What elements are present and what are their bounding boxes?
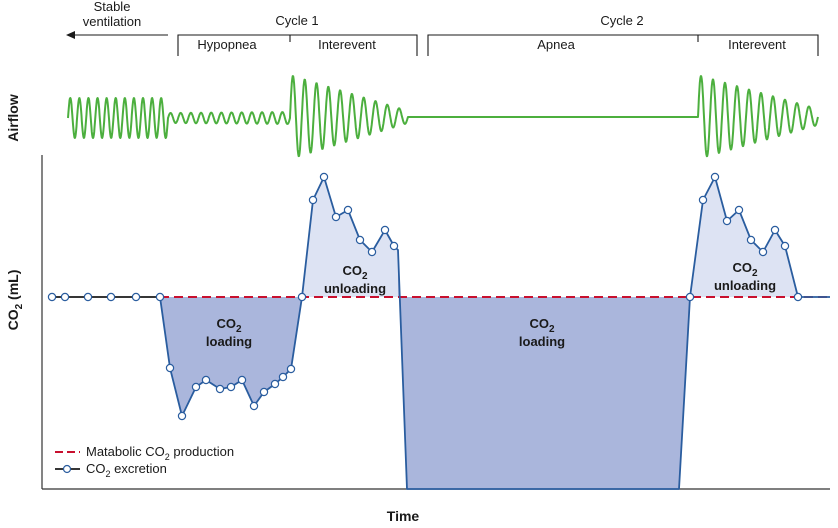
- co2-unloading-area-2: [690, 177, 798, 297]
- phase-interevent-1-label: Interevent: [318, 37, 376, 52]
- excretion-marker: [155, 292, 165, 302]
- excretion-marker: [722, 216, 732, 226]
- excretion-marker: [758, 247, 768, 257]
- excretion-marker: [746, 235, 756, 245]
- excretion-marker: [259, 387, 269, 397]
- excretion-marker: [343, 205, 353, 215]
- excretion-marker: [710, 172, 720, 182]
- excretion-marker: [380, 225, 390, 235]
- phase-apnea-label: Apnea: [537, 37, 575, 52]
- legend-excretion-swatch: [55, 464, 80, 474]
- time-axis-label: Time: [387, 508, 420, 523]
- excretion-marker: [201, 375, 211, 385]
- excretion-marker: [191, 382, 201, 392]
- excretion-marker: [215, 384, 225, 394]
- excretion-marker: [165, 363, 175, 373]
- legend-excretion-label: CO2 excretion: [86, 461, 167, 479]
- stable-ventilation-label-line2: ventilation: [83, 14, 142, 29]
- co2-axis-label: CO2 (mL): [5, 270, 25, 331]
- airflow-axis-label: Airflow: [5, 94, 21, 142]
- unloading-label-1-co2: CO2: [342, 263, 368, 282]
- excretion-marker: [319, 172, 329, 182]
- phase-hypopnea-label: Hypopnea: [197, 37, 257, 52]
- unloading-label-1-text: unloading: [324, 281, 386, 296]
- legend-production-label: Matabolic CO2 production: [86, 444, 234, 462]
- unloading-label-2: CO2 unloading: [714, 260, 776, 293]
- excretion-marker: [226, 382, 236, 392]
- excretion-marker: [286, 364, 296, 374]
- excretion-marker: [249, 401, 259, 411]
- loading-label-2: CO2 loading: [519, 316, 565, 349]
- excretion-marker: [308, 195, 318, 205]
- header: Stable ventilation Cycle 1 Cycle 2 Hypop…: [66, 0, 819, 56]
- excretion-marker: [698, 195, 708, 205]
- unloading-label-1: CO2 unloading: [324, 263, 386, 296]
- arrow-left-icon: [66, 31, 168, 39]
- excretion-marker: [793, 292, 803, 302]
- excretion-marker: [389, 241, 399, 251]
- excretion-marker: [734, 205, 744, 215]
- co2-excretion-markers: [47, 172, 803, 421]
- excretion-marker: [131, 292, 141, 302]
- unloading-label-2-co2: CO2: [732, 260, 758, 279]
- stable-ventilation-label-line1: Stable: [94, 0, 131, 14]
- excretion-marker: [770, 225, 780, 235]
- cycle-1-label: Cycle 1: [275, 13, 318, 28]
- excretion-marker: [278, 372, 288, 382]
- co2-loading-area-1: [160, 297, 302, 416]
- excretion-marker: [237, 375, 247, 385]
- loading-label-2-text: loading: [519, 334, 565, 349]
- legend: Matabolic CO2 production CO2 excretion: [55, 444, 234, 479]
- loading-label-1-co2: CO2: [216, 316, 242, 335]
- loading-label-1: CO2 loading: [206, 316, 252, 349]
- excretion-marker: [331, 212, 341, 222]
- excretion-marker: [83, 292, 93, 302]
- co2-loading-area-2: [398, 250, 690, 489]
- airflow-waveform: [67, 75, 819, 158]
- co2-unloading-area-1: [302, 177, 407, 489]
- excretion-marker: [780, 241, 790, 251]
- phase-interevent-2-label: Interevent: [728, 37, 786, 52]
- excretion-marker: [177, 411, 187, 421]
- excretion-marker: [685, 292, 695, 302]
- loading-label-1-text: loading: [206, 334, 252, 349]
- excretion-marker: [47, 292, 57, 302]
- excretion-marker: [355, 235, 365, 245]
- excretion-marker: [297, 292, 307, 302]
- excretion-marker: [106, 292, 116, 302]
- excretion-marker: [367, 247, 377, 257]
- excretion-marker: [60, 292, 70, 302]
- excretion-marker: [270, 379, 280, 389]
- unloading-label-2-text: unloading: [714, 278, 776, 293]
- cycle-1-bracket: [177, 34, 418, 56]
- cycle-2-bracket: [427, 34, 819, 56]
- loading-label-2-co2: CO2: [529, 316, 555, 335]
- cycle-2-label: Cycle 2: [600, 13, 643, 28]
